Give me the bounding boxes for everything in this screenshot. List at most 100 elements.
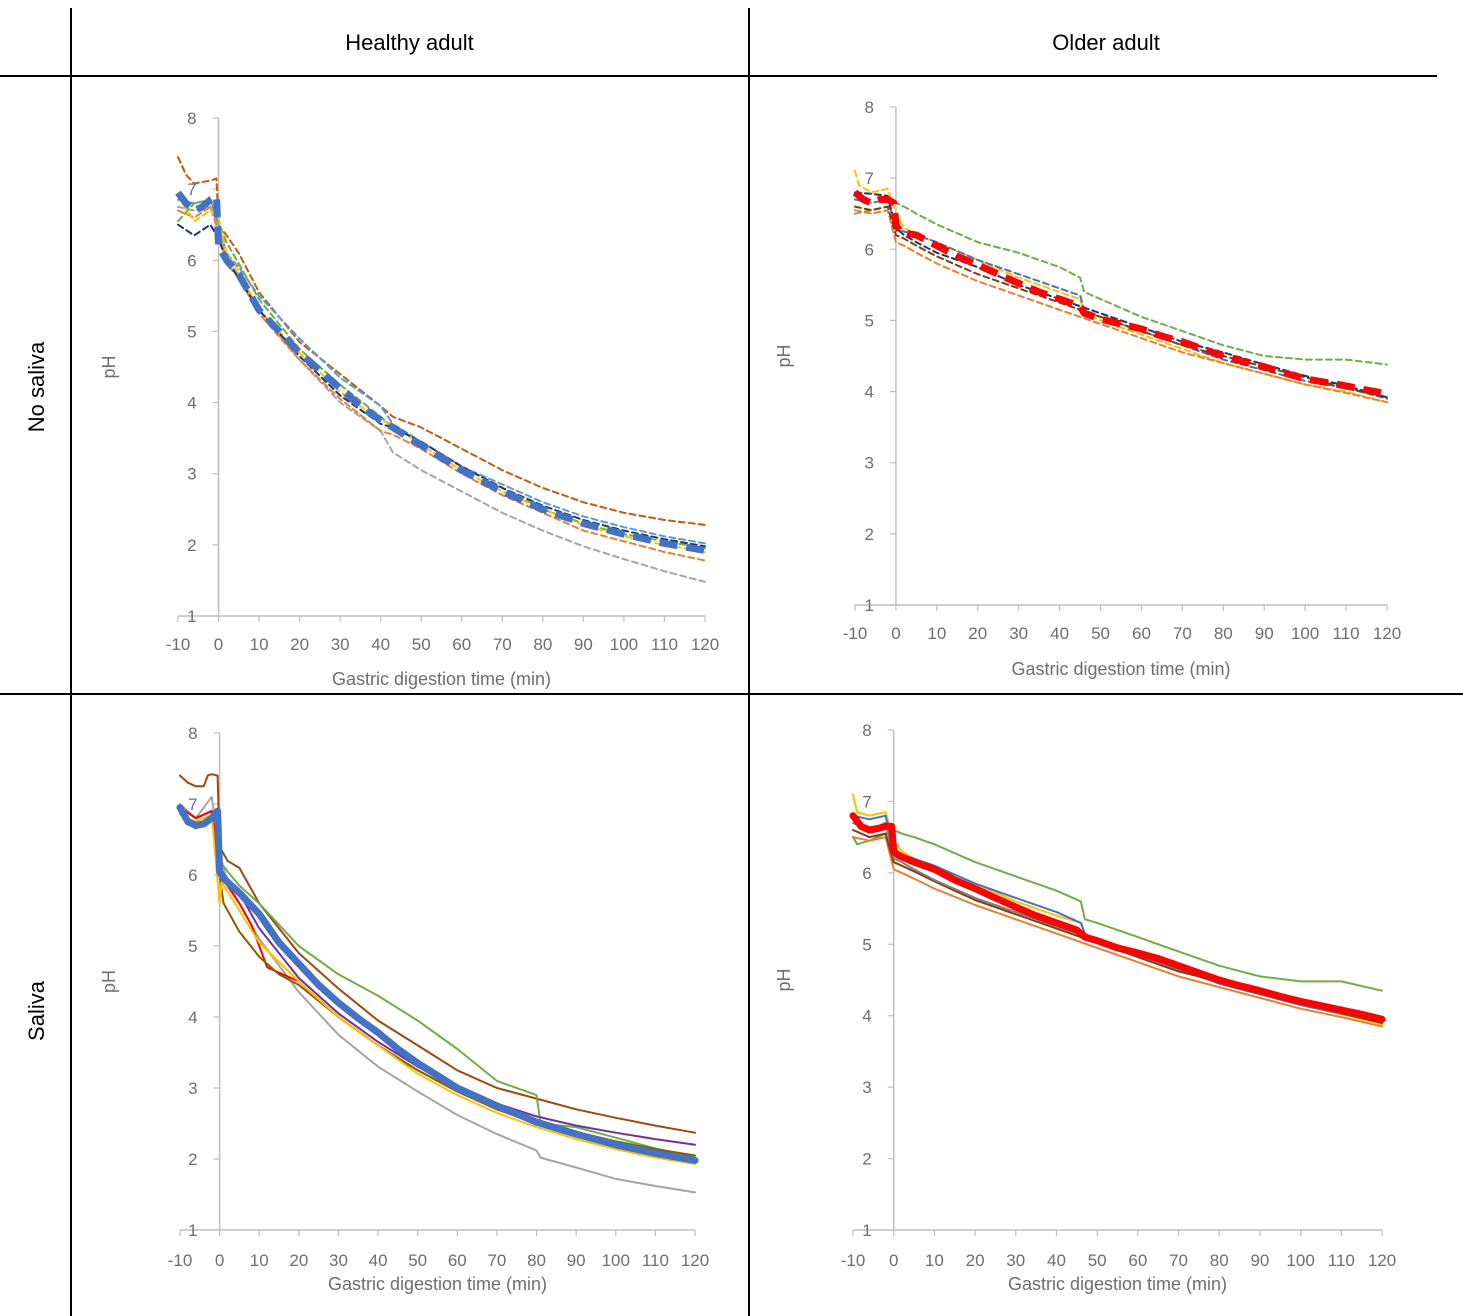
y-tick-label: 4 xyxy=(187,394,196,413)
x-tick-label: 50 xyxy=(412,635,431,654)
chart-healthy-no-saliva: 1 2 3 4 5 6 7 8 -10 0 10 20 30 40 50 60 70 80 90 100 110 120 G… xyxy=(99,109,719,689)
series-line-3 xyxy=(852,814,1383,1024)
row-header-no-saliva: No saliva xyxy=(24,341,49,433)
x-tick-label: 90 xyxy=(1255,624,1274,643)
x-tick-label: 0 xyxy=(214,635,223,654)
x-tick-label: 50 xyxy=(1091,624,1110,643)
series-line-5 xyxy=(852,829,1383,1024)
x-axis-title: Gastric digestion time (min) xyxy=(1011,659,1230,679)
series-line-4 xyxy=(854,209,1388,404)
x-tick-label: 80 xyxy=(1210,1251,1229,1270)
y-tick-label: 6 xyxy=(862,864,871,883)
y-tick-label: 1 xyxy=(862,1221,871,1240)
x-tick-label: -10 xyxy=(841,1251,866,1270)
series-line-6 xyxy=(177,195,706,553)
y-tick-label: 1 xyxy=(864,596,873,615)
y-tick-label: 6 xyxy=(187,251,196,270)
x-tick-label: 80 xyxy=(1214,624,1233,643)
x-tick-label: 40 xyxy=(369,1251,388,1270)
x-tick-label: 100 xyxy=(1286,1251,1314,1270)
x-tick-label: -10 xyxy=(168,1251,193,1270)
y-tick-label: 2 xyxy=(187,536,196,555)
y-tick-label: 7 xyxy=(862,792,871,811)
x-tick-label: 80 xyxy=(527,1251,546,1270)
x-tick-label: 100 xyxy=(602,1251,630,1270)
row-header-saliva: Saliva xyxy=(24,981,49,1041)
x-tick-label: 110 xyxy=(642,1251,669,1270)
y-tick-label: 3 xyxy=(188,1079,197,1098)
x-tick-label: 40 xyxy=(1050,624,1069,643)
x-tick-label: 20 xyxy=(290,635,309,654)
x-tick-label: 20 xyxy=(289,1251,308,1270)
series-line-7 xyxy=(849,812,1386,1023)
x-tick-label: 30 xyxy=(329,1251,348,1270)
x-tick-label: 100 xyxy=(1291,624,1319,643)
x-tick-label: 30 xyxy=(331,635,350,654)
x-tick-label: 60 xyxy=(452,635,471,654)
x-tick-label: 90 xyxy=(1250,1251,1269,1270)
x-tick-label: 10 xyxy=(927,624,946,643)
table-hline-top xyxy=(0,75,1437,77)
y-tick-label: 6 xyxy=(188,866,197,885)
series-line-2 xyxy=(177,205,706,583)
x-axis-title: Gastric digestion time (min) xyxy=(328,1274,547,1294)
x-tick-label: 60 xyxy=(1132,624,1151,643)
series-line-3 xyxy=(179,810,696,1159)
series-line-8 xyxy=(176,804,699,1164)
x-tick-label: 120 xyxy=(691,635,719,654)
series-line-4 xyxy=(852,836,1383,1028)
x-tick-label: 0 xyxy=(889,1251,898,1270)
y-tick-label: 7 xyxy=(187,180,196,199)
series-line-3 xyxy=(177,205,706,562)
y-tick-label: 7 xyxy=(864,169,873,188)
series-line-2 xyxy=(852,793,1383,1026)
x-tick-label: 90 xyxy=(567,1251,586,1270)
y-tick-label: 3 xyxy=(864,454,873,473)
y-tick-label: 7 xyxy=(188,795,197,814)
x-tick-label: -10 xyxy=(166,635,191,654)
series-line-8 xyxy=(175,190,706,554)
x-tick-label: 50 xyxy=(408,1251,427,1270)
x-tick-label: 0 xyxy=(215,1251,224,1270)
x-tick-label: 110 xyxy=(1333,624,1360,643)
x-tick-label: 60 xyxy=(1128,1251,1147,1270)
table-hline-middle xyxy=(0,693,1463,695)
y-tick-label: 2 xyxy=(188,1150,197,1169)
x-tick-label: 50 xyxy=(1088,1251,1107,1270)
x-tick-label: 90 xyxy=(574,635,593,654)
series-line-7 xyxy=(179,813,696,1165)
series-line-4 xyxy=(177,198,706,545)
y-axis-title: pH xyxy=(99,355,119,378)
y-tick-label: 2 xyxy=(864,525,873,544)
series-line-1 xyxy=(854,202,1388,366)
series-line-3 xyxy=(854,198,1388,400)
x-axis-title: Gastric digestion time (min) xyxy=(332,669,551,689)
x-tick-label: 10 xyxy=(925,1251,944,1270)
x-tick-label: 10 xyxy=(250,635,269,654)
chart-healthy-saliva: 1 2 3 4 5 6 7 8 -10 0 10 20 30 40 50 60 70 80 90 100 110 120 G… xyxy=(99,724,709,1294)
x-tick-label: 110 xyxy=(1328,1251,1355,1270)
series-line-5 xyxy=(854,205,1388,399)
y-tick-label: 8 xyxy=(188,724,197,743)
y-tick-label: 4 xyxy=(862,1007,871,1026)
y-tick-label: 8 xyxy=(864,98,873,117)
series-line-7 xyxy=(852,189,1388,398)
y-tick-label: 4 xyxy=(188,1008,197,1027)
x-tick-label: 70 xyxy=(493,635,512,654)
y-axis-title: pH xyxy=(99,970,119,993)
y-tick-label: 8 xyxy=(862,721,871,740)
x-tick-label: 30 xyxy=(1006,1251,1025,1270)
x-tick-label: 40 xyxy=(371,635,390,654)
series-line-1 xyxy=(179,773,696,1134)
y-tick-label: 3 xyxy=(862,1078,871,1097)
x-tick-label: 70 xyxy=(1173,624,1192,643)
x-tick-label: 80 xyxy=(533,635,552,654)
y-tick-label: 4 xyxy=(864,383,873,402)
series-line-4 xyxy=(179,806,696,1146)
chart-older-saliva: 1 2 3 4 5 6 7 8 -10 0 10 20 30 40 50 60 70 80 90 100 110 120 G… xyxy=(774,721,1396,1294)
x-tick-label: -10 xyxy=(843,624,868,643)
table-vline-middle xyxy=(748,8,750,1316)
x-axis-title: Gastric digestion time (min) xyxy=(1008,1274,1227,1294)
y-tick-label: 5 xyxy=(864,311,873,330)
series-line-2 xyxy=(854,170,1388,404)
